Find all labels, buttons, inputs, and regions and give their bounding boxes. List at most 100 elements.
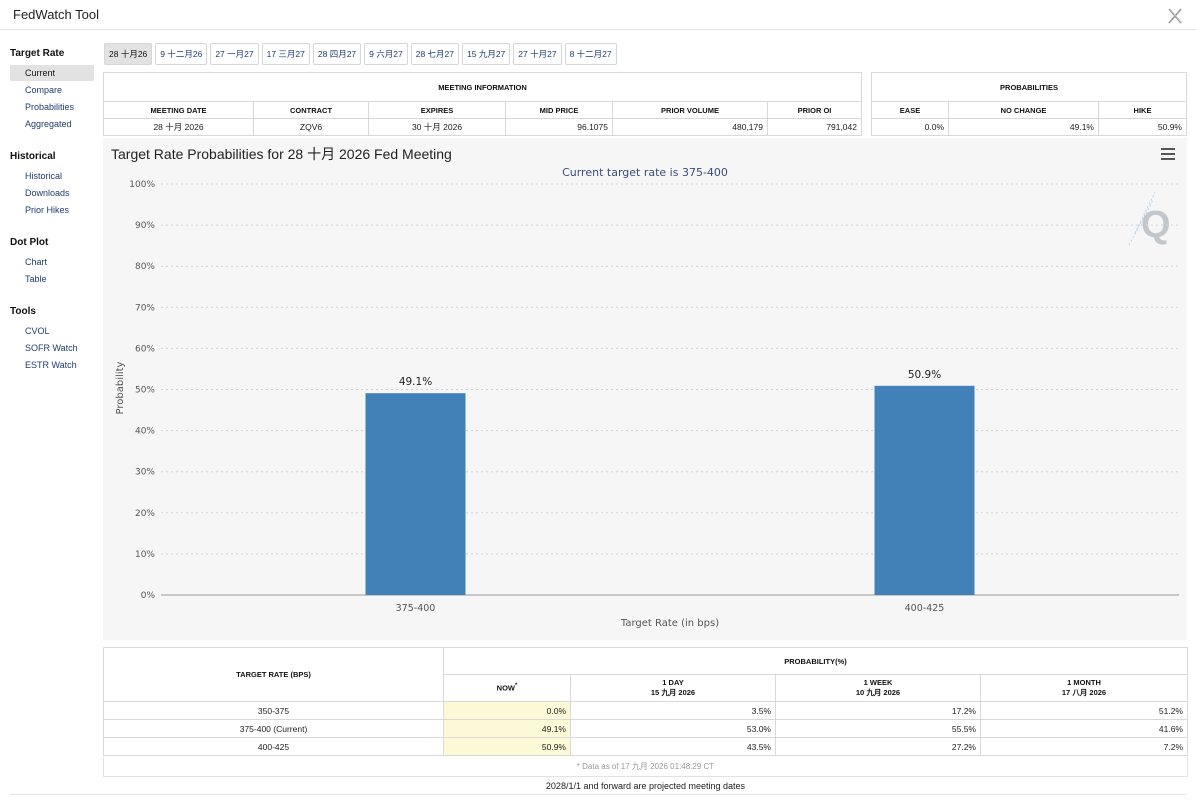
tab-meeting-date[interactable]: 15 九月27: [462, 43, 511, 65]
x-tick-label: 400-425: [905, 603, 945, 614]
tab-meeting-date[interactable]: 9 十二月26: [155, 43, 208, 65]
target-rate-cell: 400-425: [103, 737, 444, 756]
meeting-date-tabs: 28 十月26 9 十二月26 27 一月27 17 三月27 28 四月27 …: [104, 43, 617, 65]
target-rate-cell: 375-400 (Current): [103, 719, 444, 738]
top-bar: FedWatch Tool: [0, 0, 1196, 30]
one-day-cell: 43.5%: [570, 737, 776, 756]
hike-value: 50.9%: [1098, 118, 1187, 136]
one-month-cell: 7.2%: [980, 737, 1188, 756]
prior-volume: 480,179: [612, 118, 768, 136]
chart-subtitle: Current target rate is 375-400: [562, 166, 728, 179]
now-cell: 49.1%: [443, 719, 571, 738]
sidebar-section-historical: Historical Historical Downloads Prior Hi…: [0, 151, 100, 218]
y-tick-label: 0%: [141, 591, 156, 601]
bottom-divider: [10, 794, 1186, 795]
col-header: EASE: [871, 101, 949, 119]
col-header: PRIOR VOLUME: [612, 101, 768, 119]
y-tick-label: 80%: [135, 262, 155, 272]
tab-meeting-date[interactable]: 28 七月27: [410, 43, 459, 65]
one-day-cell: 3.5%: [570, 701, 776, 720]
sidebar-item-prior-hikes[interactable]: Prior Hikes: [25, 205, 70, 215]
col-header-1-day: 1 DAY 15 九月 2026: [570, 674, 776, 702]
sidebar: Target Rate Current Compare Probabilitie…: [0, 40, 100, 374]
sidebar-item-cvol[interactable]: CVOL: [25, 326, 50, 336]
expires: 30 十月 2026: [368, 118, 506, 136]
col-header-now: NOW*: [443, 674, 571, 702]
y-tick-label: 50%: [135, 386, 155, 396]
table-row: 350-375 0.0% 3.5% 17.2% 51.2%: [103, 701, 1188, 720]
tab-meeting-date[interactable]: 28 十月26: [104, 43, 153, 65]
header-date: 15 九月 2026: [650, 688, 696, 697]
col-header-target-rate: TARGET RATE (BPS): [103, 647, 444, 702]
now-cell: 50.9%: [443, 737, 571, 756]
bar-400-425[interactable]: [874, 385, 975, 595]
one-month-cell: 41.6%: [980, 719, 1188, 738]
y-tick-label: 40%: [135, 427, 155, 437]
y-tick-label: 20%: [135, 509, 155, 519]
tab-meeting-date[interactable]: 9 六月27: [364, 43, 408, 65]
meeting-information-title: MEETING INFORMATION: [103, 72, 862, 102]
col-header-1-week: 1 WEEK 10 九月 2026: [775, 674, 981, 702]
header-label: 1 DAY: [662, 678, 684, 687]
probability-chart: Target Rate Probabilities for 28 十月 2026…: [103, 138, 1187, 640]
sidebar-heading: Dot Plot: [10, 237, 49, 248]
close-icon[interactable]: [1164, 5, 1186, 27]
bar-375-400[interactable]: [365, 393, 466, 595]
col-header: MEETING DATE: [103, 101, 254, 119]
col-header-probability: PROBABILITY(%): [443, 647, 1188, 675]
no-change-value: 49.1%: [948, 118, 1099, 136]
x-axis-label: Target Rate (in bps): [620, 618, 719, 629]
table-row: 28 十月 2026 ZQV6 30 十月 2026 96.1075 480,1…: [103, 118, 862, 136]
y-tick-label: 60%: [135, 344, 155, 354]
y-tick-label: 10%: [135, 550, 155, 560]
ease-value: 0.0%: [871, 118, 949, 136]
sidebar-item-table[interactable]: Table: [25, 274, 47, 284]
bar-value-label: 50.9%: [908, 369, 941, 381]
col-header: PRIOR OI: [767, 101, 862, 119]
sidebar-item-compare[interactable]: Compare: [25, 85, 63, 95]
sidebar-item-current[interactable]: Current: [10, 65, 94, 81]
col-header: EXPIRES: [368, 101, 506, 119]
y-tick-label: 30%: [135, 468, 155, 478]
now-cell: 0.0%: [443, 701, 571, 720]
header-label: 1 WEEK: [863, 678, 893, 687]
one-week-cell: 27.2%: [775, 737, 981, 756]
tab-meeting-date[interactable]: 17 三月27: [261, 43, 310, 65]
projected-dates-note: 2028/1/1 and forward are projected meeti…: [545, 781, 746, 791]
mid-price: 96.1075: [505, 118, 613, 136]
sidebar-item-aggregated[interactable]: Aggregated: [25, 119, 72, 129]
col-header: HIKE: [1098, 101, 1187, 119]
meeting-date: 28 十月 2026: [103, 118, 254, 136]
bar-value-label: 49.1%: [399, 376, 432, 388]
tab-meeting-date[interactable]: 27 十月27: [513, 43, 562, 65]
sidebar-item-historical[interactable]: Historical: [25, 171, 63, 181]
col-header: MID PRICE: [505, 101, 613, 119]
sidebar-item-chart[interactable]: Chart: [25, 257, 48, 267]
y-tick-label: 100%: [129, 180, 155, 190]
now-mark: *: [515, 683, 518, 690]
one-week-cell: 17.2%: [775, 701, 981, 720]
col-header: CONTRACT: [253, 101, 369, 119]
col-header-1-month: 1 MONTH 17 八月 2026: [980, 674, 1188, 702]
sidebar-heading: Tools: [10, 306, 36, 317]
sidebar-heading: Target Rate: [10, 48, 65, 59]
sidebar-item-sofr-watch[interactable]: SOFR Watch: [25, 343, 78, 353]
svg-text:Q: Q: [1141, 204, 1171, 246]
col-header: NO CHANGE: [948, 101, 1099, 119]
sidebar-item-probabilities[interactable]: Probabilities: [25, 102, 75, 112]
tab-meeting-date[interactable]: 28 四月27: [312, 43, 362, 65]
table-row: 400-425 50.9% 43.5% 27.2% 7.2%: [103, 737, 1188, 756]
now-label: NOW: [496, 683, 515, 693]
sidebar-heading: Historical: [10, 151, 56, 162]
y-axis-label: Probability: [115, 361, 126, 414]
tab-meeting-date[interactable]: 8 十二月27: [564, 43, 617, 65]
tab-meeting-date[interactable]: 27 一月27: [210, 43, 259, 65]
chart-menu-icon[interactable]: [1161, 148, 1175, 160]
x-tick-label: 375-400: [396, 603, 436, 614]
sidebar-item-downloads[interactable]: Downloads: [25, 188, 70, 198]
header-date: 17 八月 2026: [1061, 688, 1107, 697]
watermark-q-icon: Q: [1128, 191, 1171, 246]
sidebar-item-estr-watch[interactable]: ESTR Watch: [25, 360, 77, 370]
sidebar-section-target-rate: Target Rate Current Compare Probabilitie…: [0, 48, 100, 132]
